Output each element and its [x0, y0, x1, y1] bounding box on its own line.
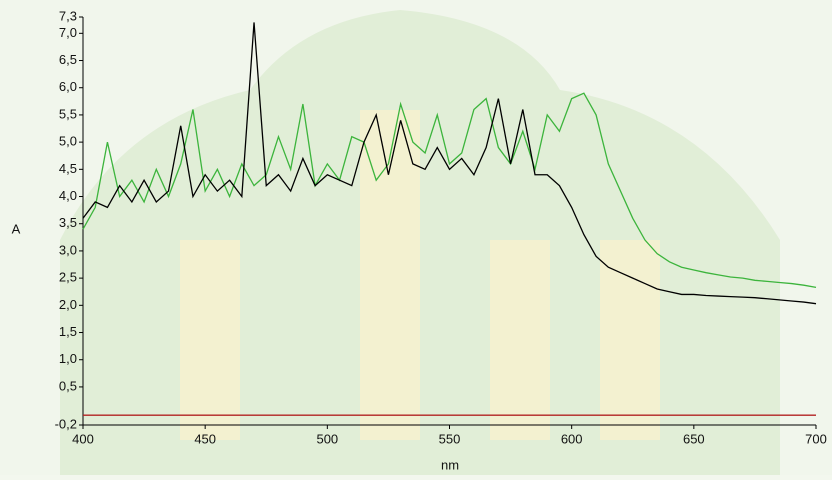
- y-axis-label: A: [12, 221, 21, 236]
- y-tick-label: 1,5: [59, 324, 77, 339]
- y-tick-label: 0,5: [59, 378, 77, 393]
- y-tick-label: 2,5: [59, 270, 77, 285]
- y-tick-label: 7,0: [59, 25, 77, 40]
- y-tick-label: 1,0: [59, 351, 77, 366]
- y-tick-label: 3,5: [59, 215, 77, 230]
- x-tick-label: 550: [439, 431, 461, 446]
- x-tick-label: 650: [683, 431, 705, 446]
- y-tick-label: 6,5: [59, 52, 77, 67]
- y-tick-label: 5,0: [59, 134, 77, 149]
- y-tick-label: 7,3: [59, 8, 77, 23]
- y-tick-label: 5,5: [59, 106, 77, 121]
- x-axis-label: nm: [441, 457, 459, 472]
- y-tick-label: 4,5: [59, 161, 77, 176]
- watermark: [60, 10, 780, 475]
- x-tick-label: 400: [72, 431, 94, 446]
- y-tick-label: 2,0: [59, 297, 77, 312]
- x-tick-label: 600: [561, 431, 583, 446]
- y-tick-label: 3,0: [59, 242, 77, 257]
- x-tick-label: 500: [316, 431, 338, 446]
- y-tick-label: 4,0: [59, 188, 77, 203]
- y-tick-label: 6,0: [59, 79, 77, 94]
- x-tick-label: 450: [194, 431, 216, 446]
- x-tick-label: 700: [805, 431, 827, 446]
- series-line: [82, 92, 817, 289]
- series-line: [82, 22, 817, 305]
- y-tick-label: -0,2: [55, 416, 77, 431]
